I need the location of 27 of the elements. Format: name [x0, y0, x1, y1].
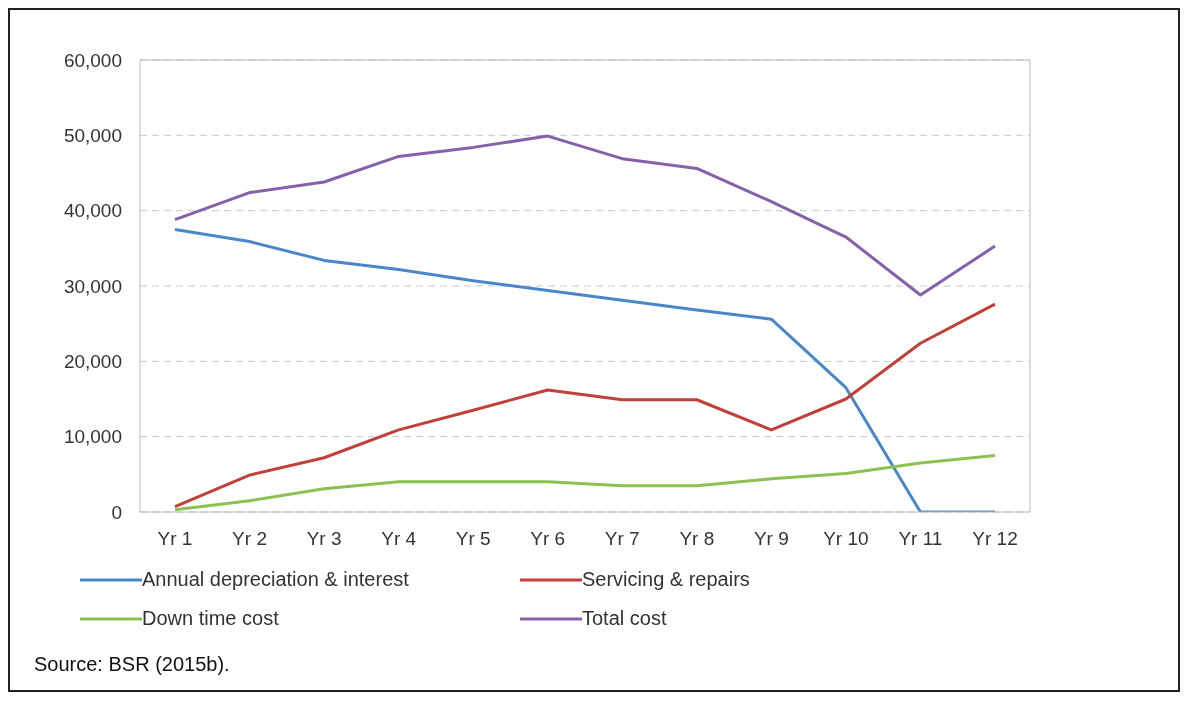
x-tick-label: Yr 1: [157, 528, 193, 550]
x-tick-label: Yr 12: [972, 528, 1018, 550]
x-tick-label: Yr 6: [530, 528, 566, 550]
y-tick-label: 10,000: [63, 426, 122, 448]
line-series: [173, 454, 997, 512]
y-tick-label: 40,000: [63, 200, 122, 222]
x-tick-label: Yr 8: [679, 528, 715, 550]
y-tick-label: 0: [111, 501, 122, 523]
legend-label: Down time cost: [142, 607, 279, 630]
legend-label: Servicing & repairs: [582, 568, 750, 591]
legend-label: Annual depreciation & interest: [142, 568, 409, 591]
y-tick-label: 50,000: [63, 125, 122, 147]
x-tick-label: Yr 2: [232, 528, 267, 550]
x-tick-label: Yr 10: [823, 528, 869, 550]
y-tick-label: 20,000: [63, 351, 122, 373]
x-tick-label: Yr 11: [898, 528, 943, 550]
x-tick-label: Yr 3: [306, 528, 342, 550]
y-tick-label: 30,000: [63, 275, 122, 297]
x-tick-label: Yr 7: [604, 528, 640, 550]
legend-label: Total cost: [582, 607, 667, 630]
line-series: [173, 302, 997, 509]
source-note: Source: BSR (2015b).: [34, 653, 230, 676]
x-tick-label: Yr 5: [455, 528, 491, 550]
line-series: [173, 134, 997, 297]
y-tick-label: 60,000: [63, 49, 122, 71]
x-tick-label: Yr 4: [381, 528, 417, 550]
x-tick-label: Yr 9: [753, 528, 789, 550]
